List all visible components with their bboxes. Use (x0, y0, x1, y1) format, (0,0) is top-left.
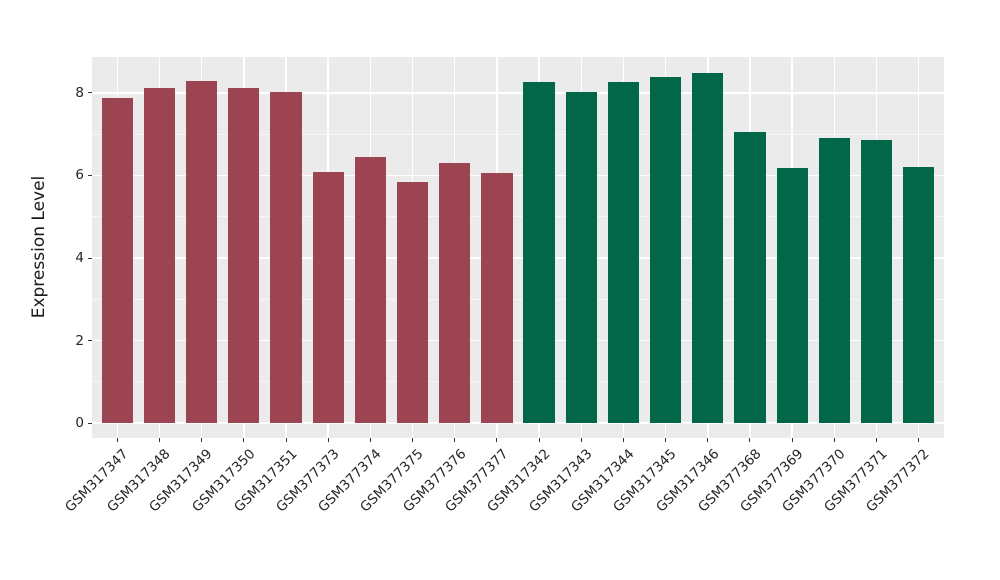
y-tick-mark (88, 92, 92, 94)
bar-GSM317349 (186, 80, 218, 424)
x-tick-mark (496, 438, 498, 442)
x-tick-mark (454, 438, 456, 442)
x-tick-mark (707, 438, 709, 442)
x-tick-mark (580, 438, 582, 442)
y-tick-mark (88, 174, 92, 176)
bar-GSM317343 (565, 92, 597, 424)
x-tick-mark (158, 438, 160, 442)
bar-GSM317347 (101, 98, 133, 424)
gridline-minor (92, 298, 944, 300)
bar-GSM317345 (650, 77, 682, 424)
y-tick-label: 8 (75, 84, 84, 101)
x-tick-mark (243, 438, 245, 442)
y-axis-title: Expression Level (29, 175, 49, 319)
bar-GSM377377 (481, 172, 513, 424)
bar-GSM377368 (734, 132, 766, 424)
x-tick-mark (412, 438, 414, 442)
gridline-major (92, 92, 944, 94)
gridline-minor (92, 133, 944, 135)
y-tick-label: 0 (75, 415, 84, 432)
x-tick-mark (791, 438, 793, 442)
x-tick-mark (918, 438, 920, 442)
y-tick-mark (88, 257, 92, 259)
x-tick-mark (116, 438, 118, 442)
x-tick-mark (538, 438, 540, 442)
bar-GSM377372 (903, 167, 935, 424)
gridline-major (92, 339, 944, 342)
bar-GSM377373 (312, 172, 344, 424)
gridline-major (92, 174, 944, 177)
gridline-major (92, 422, 944, 424)
y-tick-mark (88, 340, 92, 342)
bar-GSM377375 (396, 181, 429, 424)
bar-GSM317342 (523, 82, 555, 424)
x-tick-mark (285, 438, 287, 442)
y-tick-mark (88, 422, 92, 424)
y-tick-label: 6 (75, 167, 84, 184)
gridline-minor (92, 216, 944, 218)
x-tick-mark (201, 438, 203, 442)
bar-GSM377369 (776, 168, 808, 424)
bar-GSM377371 (860, 139, 893, 424)
x-tick-mark (876, 438, 877, 442)
y-tick-label: 4 (75, 250, 84, 267)
x-tick-mark (749, 438, 751, 442)
x-tick-mark (833, 438, 835, 442)
gridline-minor (92, 381, 944, 383)
bar-GSM317350 (228, 87, 260, 424)
x-tick-mark (327, 438, 329, 442)
bar-GSM317348 (143, 87, 176, 424)
y-tick-label: 2 (75, 332, 84, 349)
x-tick-mark (369, 438, 371, 442)
bar-GSM377376 (439, 163, 471, 424)
bar-GSM317346 (692, 73, 724, 424)
gridline-major (92, 257, 944, 259)
bar-GSM317351 (270, 91, 302, 424)
plot-panel (92, 57, 944, 438)
x-tick-mark (622, 438, 624, 442)
x-tick-mark (665, 438, 667, 442)
bar-GSM377374 (354, 156, 386, 424)
bar-GSM317344 (607, 82, 640, 424)
bar-GSM377370 (818, 138, 850, 424)
